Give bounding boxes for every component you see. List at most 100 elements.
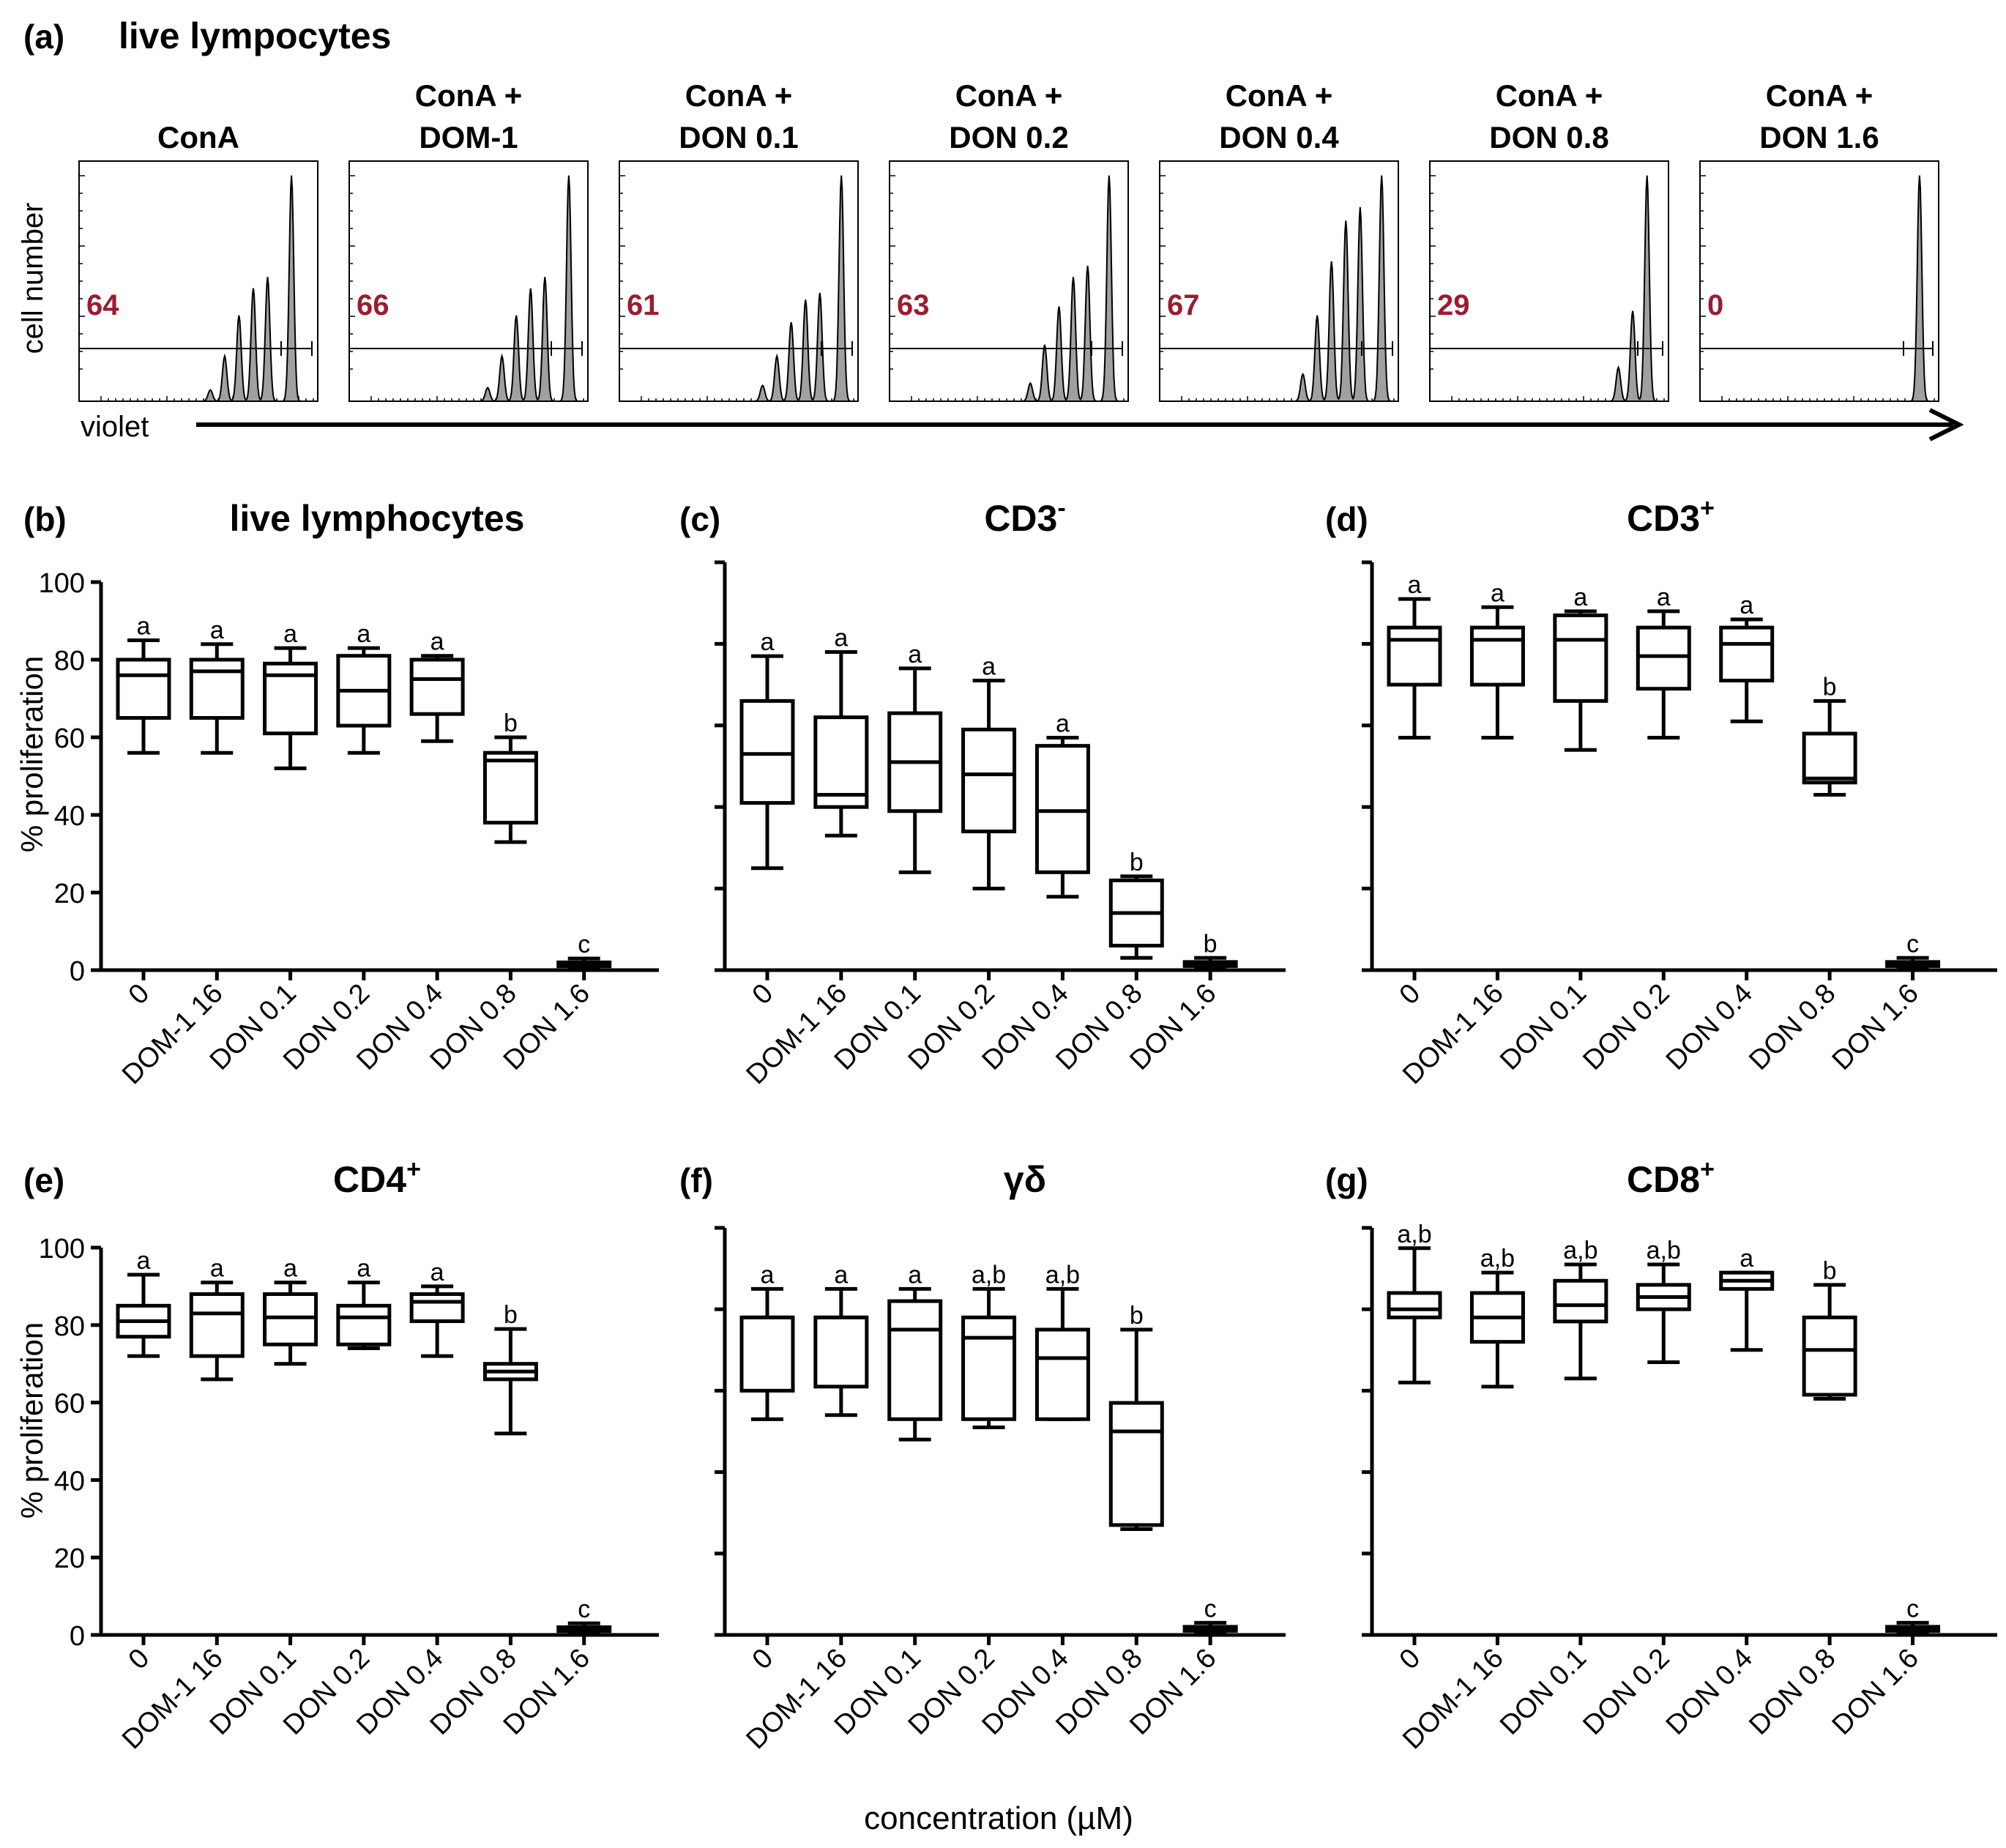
significance-label: b (1204, 930, 1218, 958)
x-tick-label: DON 0.8 (1743, 1643, 1841, 1741)
significance-label: a (908, 641, 922, 668)
panel-title: γδ (1004, 1159, 1046, 1200)
histogram-distribution (1700, 175, 1939, 402)
significance-label: b (1130, 849, 1144, 876)
interquartile-box (961, 727, 1017, 834)
interquartile-box (409, 1292, 465, 1324)
histogram-title-line1: ConA + (955, 78, 1063, 113)
panel-title-superscript: - (1057, 494, 1065, 522)
box-plot-mark: DON 1.6 c (1827, 930, 1941, 1076)
interquartile-box (1553, 1278, 1608, 1324)
x-tick-label: 0 (747, 1643, 780, 1676)
panel-a-title: live lympocytes (119, 15, 391, 56)
histogram-distribution (890, 175, 1128, 402)
x-tick-label: 0 (123, 978, 156, 1011)
interquartile-box (409, 657, 465, 716)
x-tick-label: 0 (747, 978, 780, 1011)
histogram-count: 0 (1707, 289, 1723, 321)
interquartile-box (1553, 613, 1608, 703)
histogram-count: 61 (627, 289, 660, 321)
significance-label: c (1204, 1595, 1217, 1622)
y-tick-label: 60 (54, 723, 85, 754)
significance-label: a (430, 1259, 444, 1286)
interquartile-box (1034, 1327, 1090, 1421)
significance-label: a,b (1397, 1221, 1431, 1248)
histogram-title-line1: ConA + (415, 78, 523, 113)
significance-label: b (504, 1301, 518, 1329)
histogram-title-line2: DOM-1 (419, 120, 518, 154)
histogram-panel: ConA + DON 0.1 61 (619, 78, 859, 402)
significance-label: a (210, 616, 224, 644)
significance-label: a,b (1480, 1245, 1515, 1273)
box-plot-mark: DON 1.6 c (1827, 1595, 1941, 1741)
significance-label: a (834, 625, 848, 652)
histogram-count: 29 (1437, 289, 1470, 321)
interquartile-box (813, 715, 869, 809)
y-tick-label: 100 (39, 1234, 85, 1264)
significance-label: a (1408, 571, 1422, 599)
interquartile-box (1034, 744, 1090, 874)
interquartile-box (263, 1292, 318, 1346)
significance-label: a (210, 1255, 224, 1283)
interquartile-box (1719, 625, 1775, 683)
panel-letter: (b) (23, 500, 67, 538)
significance-label: a (908, 1261, 922, 1289)
histogram-distribution (1430, 175, 1668, 402)
histogram-panel: ConA + DON 0.2 63 (889, 78, 1129, 402)
interquartile-box (1802, 731, 1857, 785)
histogram-count: 64 (86, 289, 119, 321)
interquartile-box (1387, 1291, 1442, 1319)
histogram-title-line2: DON 0.1 (679, 120, 798, 154)
panel-title-main: live lymphocytes (230, 498, 525, 539)
significance-label: a (357, 1255, 370, 1283)
histogram-title-line2: ConA (157, 120, 239, 154)
interquartile-box (739, 1315, 795, 1393)
box-plot-mark: 0 a,b (1387, 1221, 1442, 1676)
histogram-frame (78, 160, 318, 402)
y-tick-label: 0 (70, 1621, 85, 1652)
interquartile-box (739, 698, 795, 805)
significance-label: a (1491, 579, 1504, 607)
significance-label: a (137, 1247, 151, 1275)
histogram-frame (1699, 160, 1939, 402)
significance-label: a (283, 620, 297, 648)
interquartile-box (189, 657, 245, 720)
histogram-title-line1: ConA + (1496, 78, 1603, 113)
x-tick-label: DON 0.2 (1577, 1643, 1675, 1741)
x-tick-label: 0 (1394, 978, 1427, 1011)
x-tick-label: 0 (1394, 1643, 1427, 1676)
panel-a-x-label: violet (81, 411, 149, 443)
significance-label: a (761, 628, 775, 656)
y-tick-label: 20 (54, 1543, 85, 1574)
histogram-title-line2: DON 0.8 (1489, 120, 1608, 154)
box-plot-mark: DON 0.8 b (1743, 673, 1857, 1076)
y-tick-label: 40 (54, 801, 85, 832)
significance-label: a (982, 653, 996, 681)
panel-title-main: CD4 (333, 1159, 406, 1200)
histogram-title-line2: DON 0.4 (1219, 120, 1339, 154)
significance-label: c (1906, 930, 1919, 958)
significance-label: a (1657, 584, 1671, 611)
x-tick-label: DON 0.8 (1743, 978, 1841, 1076)
significance-label: b (1130, 1302, 1144, 1330)
panel-title-main: CD3 (984, 498, 1057, 539)
histogram-panel: ConA + DOM-1 66 (348, 78, 589, 402)
histogram-title-line2: DON 1.6 (1759, 120, 1879, 154)
panel-letter: (g) (1325, 1161, 1368, 1199)
significance-label: a (1740, 1245, 1753, 1273)
histogram-frame (889, 160, 1129, 402)
panel-title-superscript: + (1700, 1155, 1715, 1183)
significance-label: a (1573, 584, 1587, 611)
interquartile-box (336, 1303, 392, 1346)
interquartile-box (189, 1292, 245, 1358)
significance-label: c (578, 1595, 590, 1623)
significance-label: a (357, 620, 370, 648)
significance-label: a (834, 1261, 848, 1289)
box-plot-mark: 0a (116, 1247, 171, 1675)
